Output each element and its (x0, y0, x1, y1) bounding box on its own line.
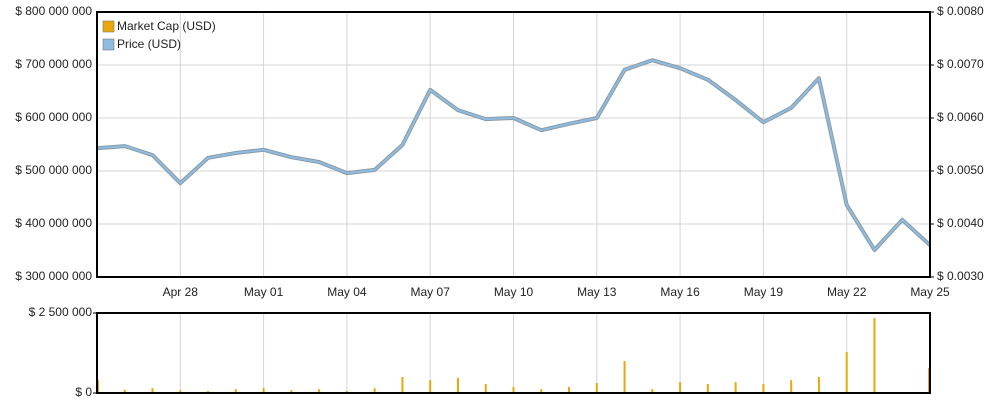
y2-tick-label: $ 0.0050 (937, 163, 984, 177)
bar (873, 318, 876, 393)
bar (373, 388, 376, 393)
bar (512, 386, 515, 393)
y2-tick-label: $ 0.0030 (937, 269, 984, 283)
x-tick-label: May 13 (577, 285, 617, 299)
x-tick-label: May 10 (494, 285, 534, 299)
x-tick-label: May 07 (411, 285, 451, 299)
bar (151, 388, 154, 393)
y-tick-label: $ 0 (75, 385, 92, 399)
x-tick-label: May 19 (744, 285, 784, 299)
x-tick-label: Apr 28 (163, 285, 199, 299)
legend-swatch (102, 20, 115, 33)
bar (734, 382, 737, 393)
bar (706, 384, 709, 393)
bar (484, 384, 487, 393)
bar (762, 384, 765, 393)
y-tick-label: $ 700 000 000 (15, 57, 92, 71)
x-tick-label: May 04 (327, 285, 367, 299)
labels: $ 300 000 000 $ 400 000 000 $ 500 000 000 $… (15, 4, 984, 399)
x-tick-label: May 01 (244, 285, 284, 299)
plot-border (96, 312, 931, 394)
y-tick-label: $ 400 000 000 (15, 216, 92, 230)
bar (456, 377, 459, 393)
x-tick-label: May 16 (660, 285, 700, 299)
y2-tick-label: $ 0.0060 (937, 110, 984, 124)
marks (96, 58, 932, 393)
y-tick-label: $ 500 000 000 (15, 163, 92, 177)
bar (540, 389, 543, 393)
x-tick-label: May 22 (827, 285, 867, 299)
bar (262, 388, 265, 393)
y-tick-label: $ 2 500 000 (29, 305, 93, 319)
bar (595, 383, 598, 393)
bar (179, 390, 182, 393)
bar (651, 389, 654, 393)
legend-label: Price (USD) (117, 37, 181, 51)
y-tick-label: $ 600 000 000 (15, 110, 92, 124)
x-tick-label: May 25 (910, 285, 950, 299)
bar (234, 389, 237, 393)
legend-label: Market Cap (USD) (117, 19, 216, 33)
y-tick-label: $ 300 000 000 (15, 269, 92, 283)
series-line (96, 59, 931, 251)
bar (679, 382, 682, 393)
bar (817, 377, 820, 393)
bar (318, 389, 321, 393)
bar (290, 390, 293, 393)
legend-swatch (102, 38, 115, 51)
bar (623, 361, 626, 393)
bar (790, 380, 793, 393)
plot-border (96, 11, 931, 278)
bar (845, 352, 848, 393)
y-tick-label: $ 800 000 000 (15, 4, 92, 18)
y2-tick-label: $ 0.0040 (937, 216, 984, 230)
bar (568, 386, 571, 393)
y2-tick-label: $ 0.0070 (937, 57, 984, 71)
bar (123, 389, 126, 393)
bar (429, 380, 432, 393)
bar (401, 377, 404, 393)
y2-tick-label: $ 0.0080 (937, 4, 984, 18)
